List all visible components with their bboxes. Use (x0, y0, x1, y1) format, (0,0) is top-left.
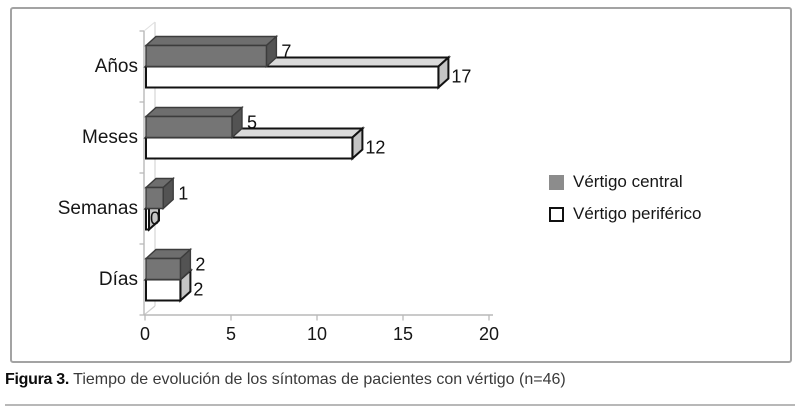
x-tick-label: 5 (225, 324, 236, 344)
bar-central (144, 34, 279, 69)
value-label-periferico: 2 (193, 279, 204, 300)
bar-central (144, 105, 244, 140)
legend-item-central: Vértigo central (549, 172, 702, 192)
figure-caption-text: Tiempo de evolución de los síntomas de p… (68, 371, 566, 388)
legend-label-central: Vértigo central (573, 172, 683, 191)
value-label-central: 5 (247, 112, 258, 133)
category-label: Meses (82, 126, 138, 148)
value-label-periferico: 12 (365, 137, 386, 158)
legend-swatch-central-icon (549, 174, 564, 190)
value-label-central: 2 (195, 254, 206, 275)
value-label-central: 1 (178, 183, 189, 204)
legend-label-periferico: Vértigo periférico (573, 204, 702, 223)
figure-caption: Figura 3. Tiempo de evolución de los sín… (5, 371, 566, 389)
figure-caption-label: Figura 3. (5, 371, 69, 388)
bar-central (144, 176, 176, 211)
legend: Vértigo central Vértigo periférico (549, 172, 702, 224)
category-label: Semanas (57, 197, 138, 219)
legend-item-periferico: Vértigo periférico (549, 204, 702, 224)
bottom-divider (5, 404, 795, 406)
x-tick-label: 10 (306, 324, 328, 344)
category-label: Años (94, 55, 138, 77)
value-label-periferico: 0 (150, 208, 161, 229)
x-tick-label: 0 (139, 324, 150, 344)
x-tick-label: 15 (392, 324, 414, 344)
legend-swatch-periferico-icon (549, 206, 564, 222)
bar-central (144, 247, 193, 282)
value-label-periferico: 17 (451, 66, 472, 87)
x-tick-label: 20 (478, 324, 500, 344)
value-label-central: 7 (281, 41, 292, 62)
category-label: Días (98, 268, 138, 290)
